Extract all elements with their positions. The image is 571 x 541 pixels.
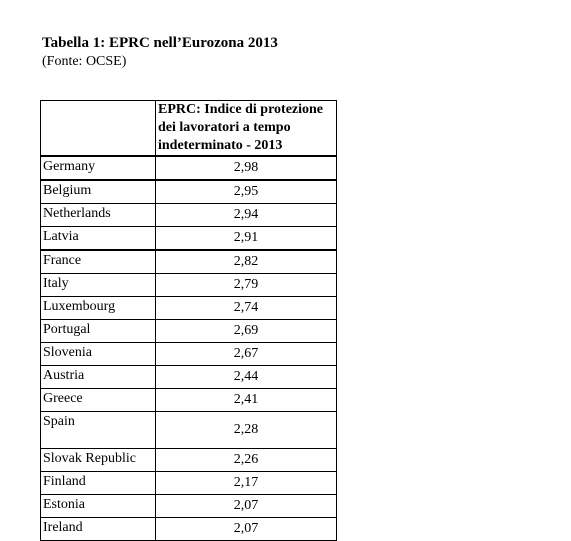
table-row: Greece 2,41 — [40, 388, 337, 412]
value-cell: 2,07 — [155, 517, 337, 541]
value-cell: 2,07 — [155, 494, 337, 518]
value-cell: 2,82 — [155, 249, 337, 274]
value-cell: 2,67 — [155, 342, 337, 366]
table-row: Estonia 2,07 — [40, 494, 337, 518]
country-cell: France — [40, 249, 156, 274]
table-row: Finland 2,17 — [40, 471, 337, 495]
country-cell: Germany — [40, 155, 156, 181]
value-cell: 2,28 — [155, 411, 337, 449]
table-row: Slovenia 2,67 — [40, 342, 337, 366]
column-header: EPRC: Indice di protezione dei lavorator… — [155, 100, 337, 157]
value-cell: 2,26 — [155, 448, 337, 472]
country-cell: Latvia — [40, 226, 156, 251]
table-row: Ireland 2,07 — [40, 517, 337, 541]
value-cell: 2,95 — [155, 179, 337, 204]
value-cell: 2,41 — [155, 388, 337, 412]
value-cell: 2,79 — [155, 273, 337, 297]
country-cell: Portugal — [40, 319, 156, 343]
country-cell: Italy — [40, 273, 156, 297]
value-cell: 2,74 — [155, 296, 337, 320]
table-row: Portugal 2,69 — [40, 319, 337, 343]
table-row: Netherlands 2,94 — [40, 203, 337, 227]
table-row: Italy 2,79 — [40, 273, 337, 297]
table-row: Austria 2,44 — [40, 365, 337, 389]
country-cell: Finland — [40, 471, 156, 495]
header-blank-cell — [40, 100, 156, 157]
country-cell: Luxembourg — [40, 296, 156, 320]
country-cell: Belgium — [40, 179, 156, 204]
value-cell: 2,91 — [155, 226, 337, 251]
value-cell: 2,17 — [155, 471, 337, 495]
table-caption: Tabella 1: EPRC nell’Eurozona 2013 (Font… — [42, 34, 278, 71]
table-row: Slovak Republic 2,26 — [40, 448, 337, 472]
table-header-row: EPRC: Indice di protezione dei lavorator… — [40, 100, 337, 157]
country-cell: Spain — [40, 411, 156, 449]
country-cell: Estonia — [40, 494, 156, 518]
country-cell: Netherlands — [40, 203, 156, 227]
table-row: France 2,82 — [40, 249, 337, 274]
value-cell: 2,44 — [155, 365, 337, 389]
country-cell: Slovak Republic — [40, 448, 156, 472]
country-cell: Austria — [40, 365, 156, 389]
table-row: Germany 2,98 — [40, 155, 337, 181]
country-cell: Greece — [40, 388, 156, 412]
table-row: Latvia 2,91 — [40, 226, 337, 251]
table-source: (Fonte: OCSE) — [42, 54, 127, 69]
table-row: Spain 2,28 — [40, 411, 337, 449]
country-cell: Ireland — [40, 517, 156, 541]
table-row: Belgium 2,95 — [40, 179, 337, 204]
value-cell: 2,69 — [155, 319, 337, 343]
country-cell: Slovenia — [40, 342, 156, 366]
value-cell: 2,94 — [155, 203, 337, 227]
eprc-table: EPRC: Indice di protezione dei lavorator… — [40, 100, 337, 541]
table-row: Luxembourg 2,74 — [40, 296, 337, 320]
table-title: Tabella 1: EPRC nell’Eurozona 2013 — [42, 35, 278, 51]
value-cell: 2,98 — [155, 155, 337, 181]
